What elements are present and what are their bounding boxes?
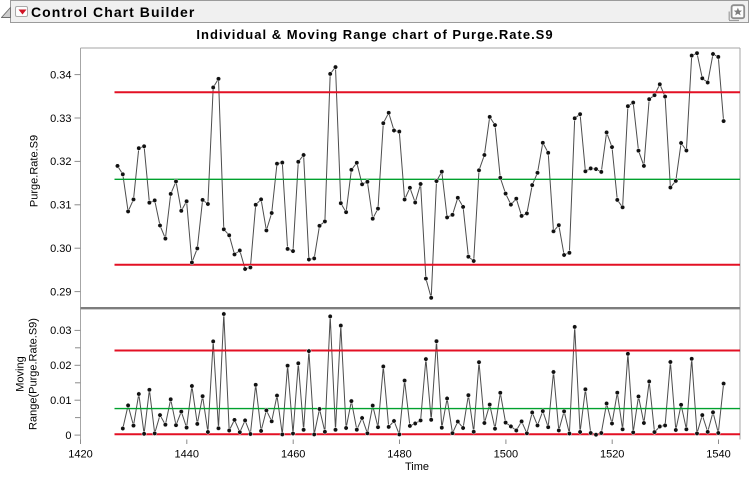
svg-text:Purge.Rate.S9: Purge.Rate.S9 <box>29 135 41 207</box>
svg-text:1420: 1420 <box>68 449 92 461</box>
svg-text:0.30: 0.30 <box>50 243 71 255</box>
svg-text:1460: 1460 <box>281 449 305 461</box>
svg-text:Moving: Moving <box>14 356 26 391</box>
svg-text:0.01: 0.01 <box>50 395 71 407</box>
svg-text:1520: 1520 <box>600 449 624 461</box>
svg-text:0.31: 0.31 <box>50 200 71 212</box>
svg-text:0.29: 0.29 <box>50 286 71 298</box>
svg-text:1440: 1440 <box>175 449 199 461</box>
svg-text:1480: 1480 <box>387 449 411 461</box>
svg-text:Time: Time <box>405 461 429 473</box>
svg-text:0.03: 0.03 <box>50 325 71 337</box>
svg-text:0.32: 0.32 <box>50 156 71 168</box>
svg-text:0.34: 0.34 <box>50 69 71 81</box>
svg-text:0.02: 0.02 <box>50 360 71 372</box>
svg-text:Range(Purge.Rate.S9): Range(Purge.Rate.S9) <box>28 318 40 430</box>
svg-text:1500: 1500 <box>494 449 518 461</box>
svg-text:0: 0 <box>65 430 71 442</box>
svg-text:0.33: 0.33 <box>50 113 71 125</box>
svg-text:1540: 1540 <box>706 449 730 461</box>
